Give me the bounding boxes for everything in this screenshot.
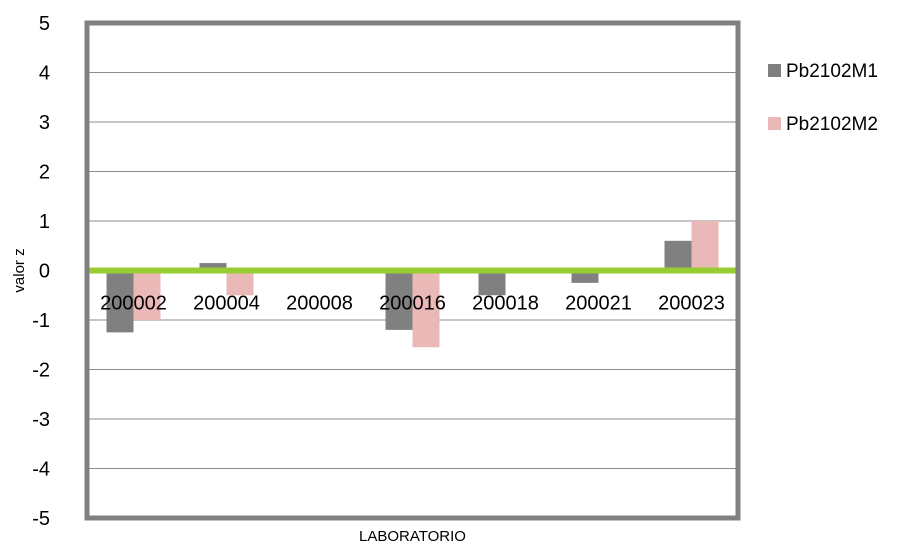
y-axis-title: valor z — [11, 248, 28, 292]
y-tick-label: 4 — [39, 63, 50, 85]
legend-label: Pb2102M1 — [786, 61, 878, 82]
legend-swatch — [768, 64, 781, 77]
y-tick-label: 5 — [39, 13, 50, 35]
y-tick-label: -2 — [32, 360, 50, 382]
x-category-label: 200021 — [565, 293, 632, 315]
x-category-label: 200016 — [379, 293, 446, 315]
legend-label: Pb2102M2 — [786, 114, 878, 135]
bar-Pb2102M1-200002 — [106, 270, 134, 333]
x-axis-title: LABORATORIO — [359, 528, 466, 545]
y-tick-label: 2 — [39, 162, 50, 184]
bar-Pb2102M2-200023 — [691, 221, 719, 271]
y-tick-label: 3 — [39, 112, 50, 134]
bar-Pb2102M1-200016 — [385, 270, 413, 330]
plot-frame — [84, 20, 741, 521]
y-tick-label: 0 — [39, 261, 50, 283]
y-tick-label: -1 — [32, 310, 50, 332]
y-tick-label: -5 — [32, 508, 50, 530]
x-category-label: 200002 — [100, 293, 167, 315]
y-tick-label: -4 — [32, 459, 50, 481]
x-category-label: 200023 — [658, 293, 725, 315]
x-category-label: 200004 — [193, 293, 260, 315]
x-category-label: 200018 — [472, 293, 539, 315]
bar-Pb2102M2-200004 — [226, 270, 254, 296]
y-tick-label: 1 — [39, 211, 50, 233]
bar-Pb2102M1-200004 — [199, 263, 227, 271]
bar-Pb2102M2-200016 — [412, 270, 440, 348]
y-tick-label: -3 — [32, 409, 50, 431]
bar-Pb2102M1-200021 — [571, 270, 599, 283]
x-category-labels: 200002 200004 200008 200016 200018 200021 2000… — [100, 293, 725, 315]
legend-swatch — [768, 117, 781, 130]
y-tick-labels: 5 4 3 2 1 0 -1 -2 -3 -4 -5 — [32, 13, 50, 530]
bars — [106, 221, 719, 348]
legend: Pb2102M1 Pb2102M2 — [768, 61, 878, 135]
bar-Pb2102M1-200018 — [478, 270, 506, 296]
bar-Pb2102M2-200002 — [133, 270, 161, 320]
x-category-label: 200008 — [286, 293, 353, 315]
bar-Pb2102M1-200023 — [664, 240, 692, 271]
